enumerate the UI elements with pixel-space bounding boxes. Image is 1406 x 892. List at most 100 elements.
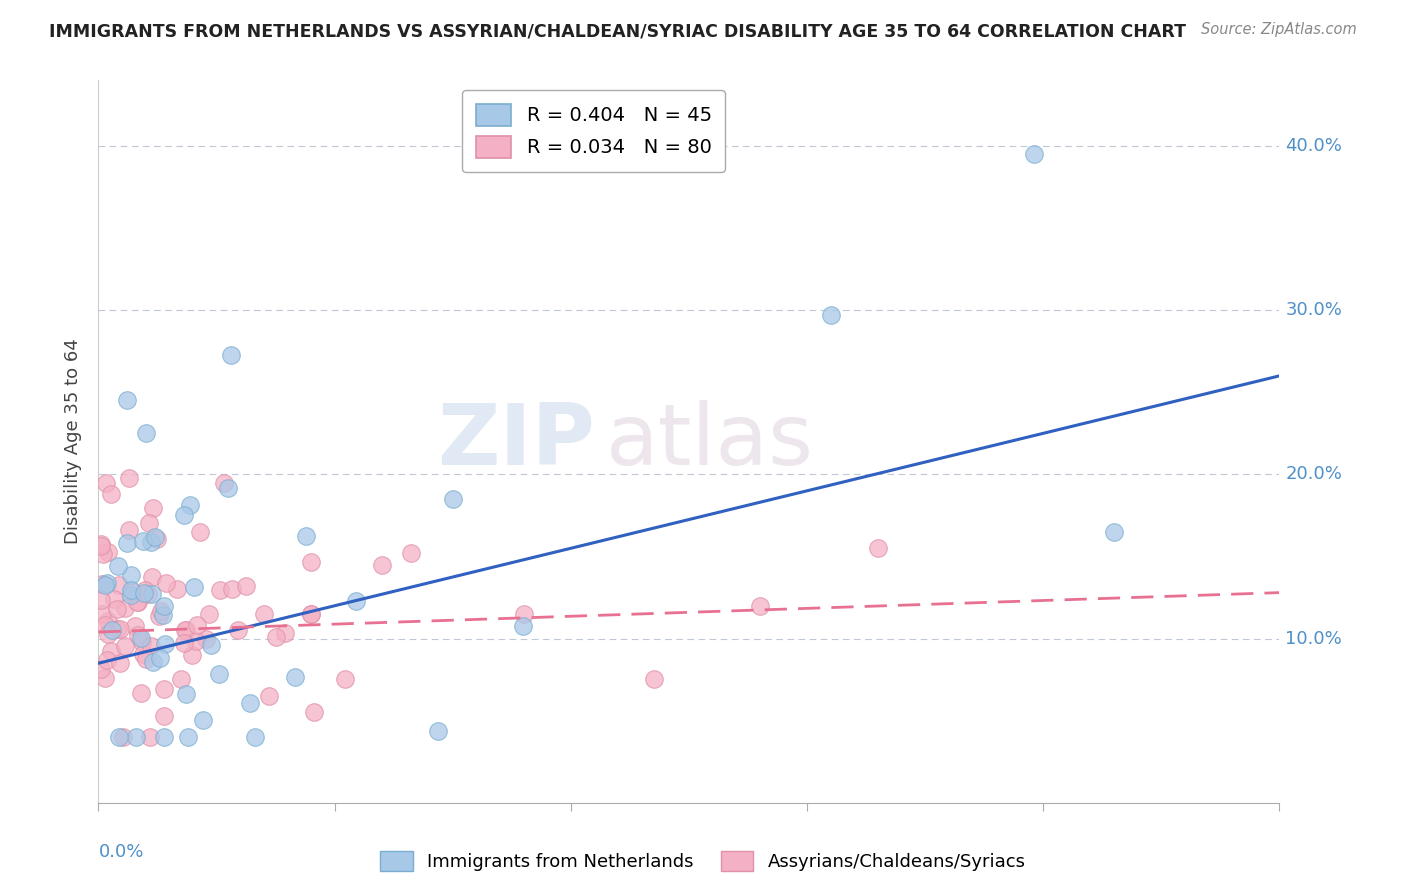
Point — [107, 602, 129, 616]
Point — [284, 670, 307, 684]
Point — [143, 530, 166, 544]
Text: 40.0%: 40.0% — [1285, 137, 1343, 155]
Point — [173, 636, 195, 650]
Point — [132, 533, 155, 548]
Point — [1102, 524, 1125, 539]
Point — [139, 639, 162, 653]
Point — [257, 689, 280, 703]
Point — [127, 628, 149, 642]
Point — [120, 567, 142, 582]
Point — [138, 516, 160, 530]
Point — [124, 619, 146, 633]
Point — [132, 647, 155, 661]
Point — [107, 730, 129, 744]
Text: Source: ZipAtlas.com: Source: ZipAtlas.com — [1201, 22, 1357, 37]
Point — [142, 655, 165, 669]
Point — [90, 539, 112, 553]
Text: IMMIGRANTS FROM NETHERLANDS VS ASSYRIAN/CHALDEAN/SYRIAC DISABILITY AGE 35 TO 64 : IMMIGRANTS FROM NETHERLANDS VS ASSYRIAN/… — [49, 22, 1187, 40]
Point — [90, 537, 112, 551]
Point — [399, 545, 422, 559]
Point — [100, 487, 122, 501]
Point — [91, 607, 114, 621]
Point — [108, 622, 131, 636]
Point — [134, 583, 156, 598]
Point — [170, 672, 193, 686]
Point — [212, 476, 235, 491]
Point — [129, 631, 152, 645]
Point — [166, 582, 188, 596]
Point — [90, 577, 112, 591]
Point — [148, 609, 170, 624]
Point — [125, 595, 148, 609]
Point — [111, 730, 134, 744]
Point — [333, 673, 356, 687]
Point — [295, 529, 318, 543]
Point — [94, 475, 117, 490]
Point — [1022, 147, 1045, 161]
Point — [142, 500, 165, 515]
Point — [273, 626, 295, 640]
Point — [183, 580, 205, 594]
Point — [153, 599, 176, 613]
Point — [115, 393, 138, 408]
Point — [134, 585, 156, 599]
Point — [180, 648, 202, 663]
Point — [243, 730, 266, 744]
Point — [174, 623, 197, 637]
Point — [90, 593, 112, 607]
Point — [299, 607, 322, 621]
Point — [120, 582, 142, 597]
Point — [221, 582, 243, 597]
Point — [141, 587, 163, 601]
Point — [186, 634, 208, 648]
Point — [155, 637, 177, 651]
Point — [198, 607, 221, 621]
Text: 0.0%: 0.0% — [98, 843, 143, 861]
Point — [208, 582, 231, 597]
Point — [134, 652, 156, 666]
Point — [129, 686, 152, 700]
Point — [427, 723, 450, 738]
Point — [149, 604, 172, 618]
Point — [96, 653, 118, 667]
Point — [179, 499, 201, 513]
Point — [90, 662, 112, 676]
Text: atlas: atlas — [606, 400, 814, 483]
Point — [820, 308, 842, 322]
Point — [94, 618, 117, 632]
Point — [174, 687, 197, 701]
Point — [748, 599, 770, 613]
Point — [299, 607, 322, 622]
Point — [193, 713, 215, 727]
Point — [177, 730, 200, 744]
Point — [866, 541, 889, 556]
Point — [228, 623, 250, 637]
Point — [512, 607, 534, 621]
Point — [155, 575, 177, 590]
Point — [299, 555, 322, 569]
Point — [118, 471, 141, 485]
Y-axis label: Disability Age 35 to 64: Disability Age 35 to 64 — [65, 339, 83, 544]
Point — [302, 706, 325, 720]
Point — [512, 619, 534, 633]
Point — [264, 630, 287, 644]
Point — [124, 730, 146, 744]
Point — [115, 536, 138, 550]
Text: 20.0%: 20.0% — [1285, 466, 1343, 483]
Point — [441, 491, 464, 506]
Point — [114, 639, 136, 653]
Point — [97, 545, 120, 559]
Point — [153, 709, 176, 723]
Point — [200, 638, 222, 652]
Point — [195, 632, 218, 647]
Point — [253, 607, 276, 621]
Point — [146, 532, 169, 546]
Point — [141, 569, 163, 583]
Point — [117, 523, 139, 537]
Point — [239, 696, 262, 710]
Point — [105, 622, 128, 636]
Point — [94, 577, 117, 591]
Point — [96, 576, 118, 591]
Point — [173, 508, 195, 522]
Point — [186, 618, 208, 632]
